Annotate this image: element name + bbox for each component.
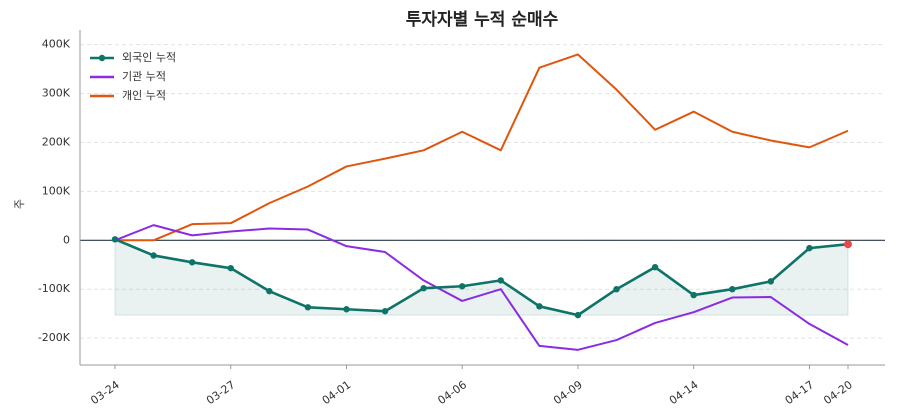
- y-tick-label: 100K: [42, 184, 71, 197]
- point: [690, 291, 697, 299]
- legend-label: 외국인 누적: [122, 51, 176, 64]
- series-line: [115, 53, 849, 242]
- point: [111, 236, 119, 243]
- point: [150, 252, 157, 259]
- legend-label: 개인 누적: [122, 89, 166, 102]
- x-tick-label: 04-20: [821, 378, 855, 407]
- y-tick-label: 300K: [42, 87, 71, 100]
- point: [497, 277, 504, 284]
- y-tick-label: -100K: [38, 282, 71, 295]
- point: [459, 283, 466, 290]
- point: [767, 278, 775, 285]
- x-tick-label: 04-09: [551, 378, 585, 407]
- point: [844, 240, 852, 249]
- point: [304, 304, 312, 311]
- x-tick-label: 03-27: [204, 378, 238, 407]
- x-tick-label: 03-24: [88, 378, 122, 407]
- y-axis-label: 주: [13, 199, 26, 209]
- point: [613, 285, 620, 293]
- point: [381, 308, 389, 315]
- x-tick-label: 04-14: [667, 378, 701, 407]
- point: [266, 287, 273, 295]
- y-tick-label: 400K: [42, 38, 71, 51]
- point: [806, 244, 813, 252]
- point: [343, 306, 350, 313]
- y-tick-label: -200K: [38, 331, 71, 344]
- x-tick-label: 04-06: [435, 378, 469, 407]
- series-line: [114, 224, 849, 351]
- area-fill: [114, 238, 849, 316]
- y-tick-label: 200K: [42, 135, 71, 148]
- legend-marker: [98, 54, 106, 62]
- point: [574, 311, 582, 319]
- legend-label: 기관 누적: [122, 70, 166, 83]
- x-tick-label: 04-01: [320, 378, 354, 407]
- point: [729, 285, 736, 293]
- point: [651, 263, 659, 271]
- y-tick-label: 0: [63, 233, 70, 246]
- chart-title: 투자자별 누적 순매수: [406, 10, 559, 30]
- point: [420, 285, 427, 292]
- point: [188, 259, 196, 266]
- point: [536, 303, 543, 310]
- point: [227, 264, 234, 272]
- x-tick-label: 04-17: [783, 378, 817, 407]
- series-line: [114, 238, 849, 317]
